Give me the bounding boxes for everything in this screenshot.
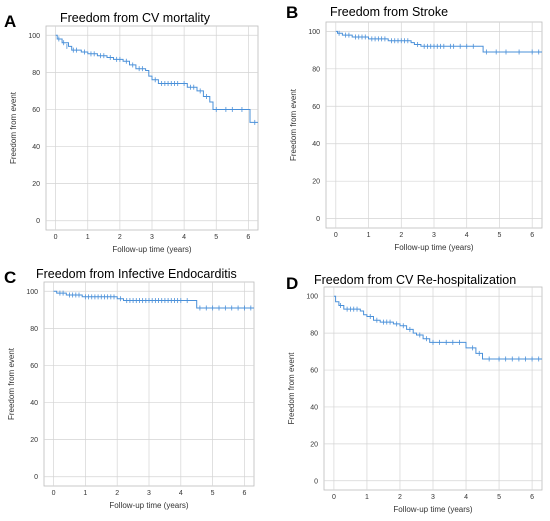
panel-a-x-tick-label: 1 bbox=[86, 234, 90, 241]
panel-d-y-tick-label: 100 bbox=[306, 294, 318, 301]
panel-c-y-axis-label: Freedom from event bbox=[7, 347, 16, 420]
panel-c-x-tick-label: 0 bbox=[52, 490, 56, 497]
panel-d-y-axis-label: Freedom from event bbox=[287, 352, 296, 425]
panel-d-title: Freedom from CV Re-hospitalization bbox=[314, 273, 516, 287]
panel-c-y-tick-label: 100 bbox=[26, 289, 38, 296]
panel-d-y-tick-label: 40 bbox=[310, 404, 318, 411]
panel-d-y-tick-label: 20 bbox=[310, 441, 318, 448]
panel-d-y-tick-label: 0 bbox=[314, 478, 318, 485]
panel-b-x-tick-label: 5 bbox=[498, 232, 502, 239]
panel-d-x-axis-label: Follow-up time (years) bbox=[393, 505, 472, 514]
panel-a-x-tick-label: 0 bbox=[54, 234, 58, 241]
panel-a-x-tick-label: 5 bbox=[214, 234, 218, 241]
panel-c-y-tick-label: 40 bbox=[30, 400, 38, 407]
panel-d-survival-curve bbox=[333, 295, 542, 360]
panel-c-y-tick-label: 60 bbox=[30, 363, 38, 370]
panel-b-x-tick-label: 2 bbox=[399, 232, 403, 239]
panel-a-y-tick-label: 60 bbox=[32, 107, 40, 114]
panel-a-title: Freedom from CV mortality bbox=[60, 11, 211, 25]
panel-b-y-tick-label: 80 bbox=[312, 66, 320, 73]
panel-b-x-tick-label: 3 bbox=[432, 232, 436, 239]
panel-c-x-tick-label: 3 bbox=[147, 490, 151, 497]
panel-b-x-axis-label: Follow-up time (years) bbox=[394, 243, 473, 252]
panel-d-x-tick-label: 5 bbox=[497, 494, 501, 501]
panel-b-x-tick-label: 4 bbox=[465, 232, 469, 239]
panel-d-x-tick-label: 3 bbox=[431, 494, 435, 501]
panel-d-x-tick-label: 6 bbox=[530, 494, 534, 501]
panel-c-x-tick-label: 1 bbox=[83, 490, 87, 497]
panel-b-y-tick-label: 100 bbox=[308, 29, 320, 36]
panel-d-y-tick-label: 60 bbox=[310, 368, 318, 375]
panel-b-title: Freedom from Stroke bbox=[330, 5, 448, 19]
panel-c-x-tick-label: 4 bbox=[179, 490, 183, 497]
panel-b-y-tick-label: 60 bbox=[312, 104, 320, 111]
panel-b-letter: B bbox=[286, 3, 298, 22]
panel-a-x-tick-label: 2 bbox=[118, 234, 122, 241]
panel-a-y-axis-label: Freedom from event bbox=[9, 91, 18, 164]
panel-c-x-tick-label: 5 bbox=[211, 490, 215, 497]
panel-b-y-tick-label: 0 bbox=[316, 216, 320, 223]
panel-a-x-tick-label: 3 bbox=[150, 234, 154, 241]
panel-c-x-tick-label: 2 bbox=[115, 490, 119, 497]
panel-c-y-tick-label: 0 bbox=[34, 474, 38, 481]
panel-b-y-tick-label: 20 bbox=[312, 179, 320, 186]
panel-b-y-tick-label: 40 bbox=[312, 141, 320, 148]
panel-d-x-tick-label: 2 bbox=[398, 494, 402, 501]
panel-a-y-tick-label: 0 bbox=[36, 218, 40, 225]
panel-a-y-tick-label: 20 bbox=[32, 181, 40, 188]
panel-a-survival-curve bbox=[55, 34, 258, 123]
panel-c-x-tick-label: 6 bbox=[243, 490, 247, 497]
panel-d-letter: D bbox=[286, 274, 298, 293]
panel-c-y-tick-label: 20 bbox=[30, 437, 38, 444]
panel-a-x-axis-label: Follow-up time (years) bbox=[112, 245, 191, 254]
panel-a-y-tick-label: 40 bbox=[32, 144, 40, 151]
panel-c-title: Freedom from Infective Endocarditis bbox=[36, 267, 237, 281]
panel-d-x-tick-label: 4 bbox=[464, 494, 468, 501]
panel-b-x-tick-label: 6 bbox=[530, 232, 534, 239]
panel-c-x-axis-label: Follow-up time (years) bbox=[109, 501, 188, 510]
panel-a-y-tick-label: 80 bbox=[32, 70, 40, 77]
panel-d-x-tick-label: 0 bbox=[332, 494, 336, 501]
panel-a-x-tick-label: 6 bbox=[246, 234, 250, 241]
panel-a-letter: A bbox=[4, 12, 16, 31]
panel-c-letter: C bbox=[4, 268, 16, 287]
panel-a-y-tick-label: 100 bbox=[28, 33, 40, 40]
panel-b-y-axis-label: Freedom from event bbox=[289, 88, 298, 161]
panel-b-x-tick-label: 1 bbox=[367, 232, 371, 239]
panel-d-x-tick-label: 1 bbox=[365, 494, 369, 501]
panel-c-y-tick-label: 80 bbox=[30, 326, 38, 333]
panel-b-x-tick-label: 0 bbox=[334, 232, 338, 239]
panel-a-x-tick-label: 4 bbox=[182, 234, 186, 241]
panel-d-y-tick-label: 80 bbox=[310, 331, 318, 338]
